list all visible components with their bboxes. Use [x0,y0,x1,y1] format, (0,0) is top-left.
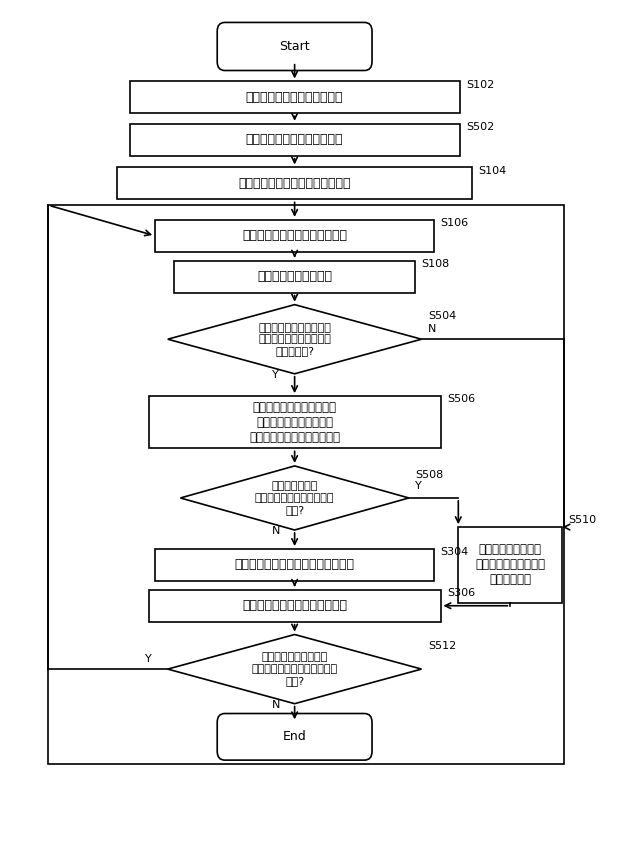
Text: 張力の大きさを可視化して表示: 張力の大きさを可視化して表示 [242,599,347,612]
Text: S102: S102 [466,80,494,90]
Text: S504: S504 [428,311,456,321]
FancyBboxPatch shape [217,713,372,760]
FancyBboxPatch shape [155,549,434,581]
FancyBboxPatch shape [217,23,372,71]
Text: Y: Y [272,370,279,380]
Text: S104: S104 [479,166,507,176]
Text: S106: S106 [440,218,468,228]
Text: 第一基点コンテンツ位置を取得: 第一基点コンテンツ位置を取得 [242,229,347,242]
FancyBboxPatch shape [148,590,440,622]
Text: 第一コンテンツリストを表示: 第一コンテンツリストを表示 [246,91,344,104]
Text: 第二コンテンツリストを表示: 第二コンテンツリストを表示 [246,133,344,146]
Polygon shape [180,466,409,530]
Text: S508: S508 [415,470,444,480]
FancyBboxPatch shape [130,124,460,156]
Text: S506: S506 [447,394,475,404]
Text: 第一コンテンツリスト
に対して張力による働きかけ
あり?: 第一コンテンツリスト に対して張力による働きかけ あり? [252,652,338,685]
Text: N: N [271,700,280,710]
FancyBboxPatch shape [155,220,434,252]
Bar [49,205,564,765]
Text: 基点コンテンツの選択を受け付け: 基点コンテンツの選択を受け付け [238,177,351,190]
Text: フォーカス位置を取得: フォーカス位置を取得 [257,270,332,283]
Text: N: N [428,324,436,334]
Text: 第一基点コンテンツ位置と
第三基点コンテンツ位置
との間の張力の大きさを算出: 第一基点コンテンツ位置と 第三基点コンテンツ位置 との間の張力の大きさを算出 [249,400,340,443]
Text: Y: Y [145,654,152,663]
FancyBboxPatch shape [148,396,440,448]
FancyBboxPatch shape [174,260,415,293]
Text: S304: S304 [440,547,468,557]
Text: S510: S510 [569,515,597,525]
Text: ユーザ操作に基づき
第一コンテンツリスト
をスクロール: ユーザ操作に基づき 第一コンテンツリスト をスクロール [476,544,545,587]
Text: 第一基点コンテンツ位置
とフォーカス位置との間
に相違あり?: 第一基点コンテンツ位置 とフォーカス位置との間 に相違あり? [258,323,331,356]
Polygon shape [168,635,422,704]
Text: N: N [271,526,280,536]
Text: 第一コンテンツ
リストに対してユーザ操作
あり?: 第一コンテンツ リストに対してユーザ操作 あり? [255,481,334,514]
Text: S502: S502 [466,122,494,132]
Text: 第一コンテンツリストをスクロール: 第一コンテンツリストをスクロール [235,558,355,572]
Text: S306: S306 [447,588,475,599]
Text: End: End [283,730,307,744]
Text: S108: S108 [422,259,450,269]
Text: Start: Start [279,40,310,53]
FancyBboxPatch shape [130,82,460,114]
Text: S512: S512 [428,641,456,651]
FancyBboxPatch shape [117,168,472,200]
Text: Y: Y [415,481,422,491]
Polygon shape [168,304,422,373]
FancyBboxPatch shape [458,527,563,603]
